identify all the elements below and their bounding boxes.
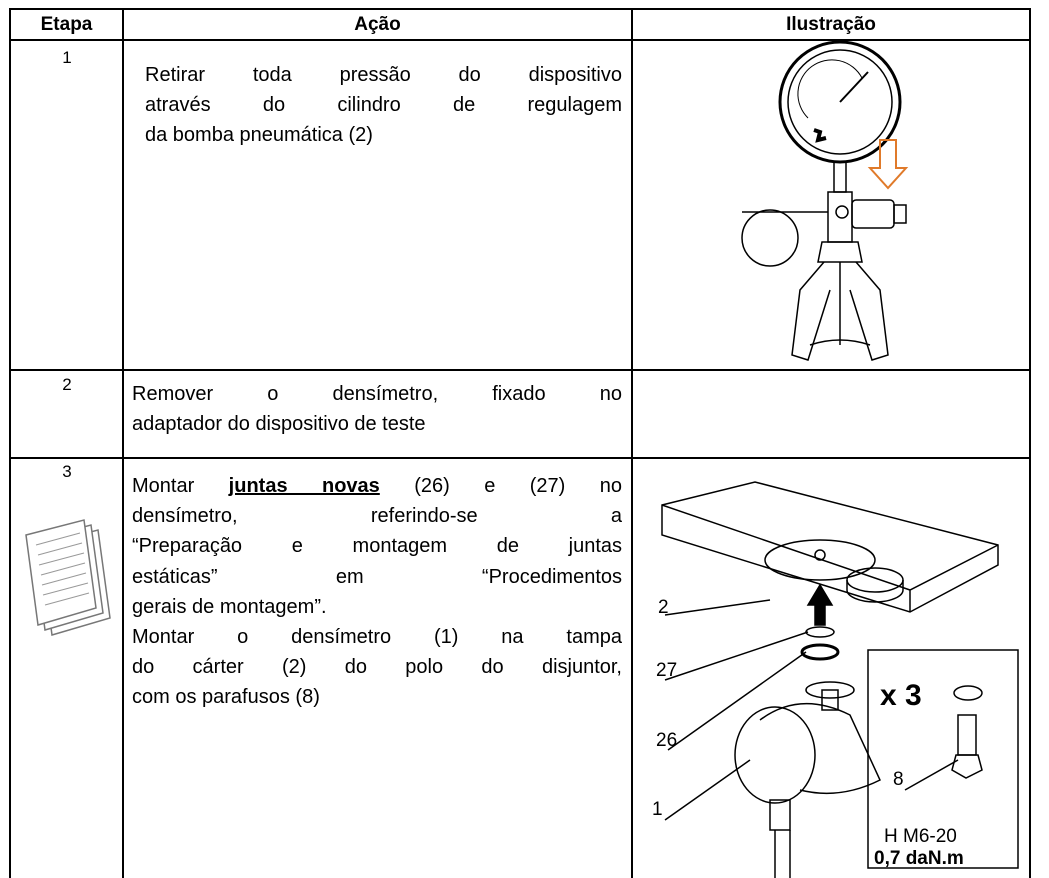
border bbox=[9, 8, 11, 878]
header: Ilustração bbox=[786, 14, 876, 35]
box-label: H M6-20 bbox=[884, 826, 957, 847]
text: Montar bbox=[132, 475, 229, 497]
text-line: através do cilindro de regulagem bbox=[145, 94, 622, 116]
border bbox=[631, 8, 633, 878]
header: Etapa bbox=[40, 14, 93, 35]
border bbox=[9, 39, 1031, 41]
border bbox=[9, 8, 1031, 10]
box-label: 0,7 daN.m bbox=[874, 848, 964, 869]
border bbox=[122, 8, 124, 878]
text-line: Remover o densímetro, fixado no bbox=[132, 383, 622, 405]
step-number: 1 bbox=[62, 48, 72, 67]
border bbox=[9, 369, 1031, 371]
border bbox=[1029, 8, 1031, 878]
step-number: 3 bbox=[62, 462, 72, 481]
box-label: x 3 bbox=[880, 679, 922, 712]
densimeter-illustration bbox=[661, 481, 1019, 878]
pump-illustration bbox=[741, 40, 909, 361]
step-number: 2 bbox=[62, 375, 72, 394]
text-line: Retirar toda pressão do dispositivo bbox=[145, 64, 622, 86]
text-line: da bomba pneumática (2) bbox=[145, 124, 373, 146]
callout: 8 bbox=[893, 769, 904, 790]
text-line: com os parafusos (8) bbox=[132, 686, 320, 709]
callout: 2 bbox=[658, 597, 669, 618]
text: (26) e (27) no bbox=[379, 475, 622, 497]
text-line: densímetro, referindo-se a bbox=[132, 505, 622, 528]
callout: 1 bbox=[652, 799, 663, 820]
header: Ação bbox=[354, 14, 401, 35]
callout: 26 bbox=[656, 730, 677, 751]
text-line: do cárter (2) do polo do disjuntor, bbox=[132, 656, 622, 679]
emphasis: juntas novas bbox=[228, 475, 380, 497]
text-line: estáticas” em “Procedimentos bbox=[132, 565, 622, 588]
document-icon bbox=[25, 519, 111, 636]
text-line: gerais de montagem”. bbox=[132, 595, 327, 618]
text-line: “Preparação e montagem de juntas bbox=[132, 535, 622, 558]
callout: 27 bbox=[656, 660, 677, 681]
text-line: adaptador do dispositivo de teste bbox=[132, 413, 426, 435]
text-line: Montar o densímetro (1) na tampa bbox=[132, 626, 622, 648]
border bbox=[9, 457, 1031, 459]
text-line: Montar juntas novas (26) e (27) no bbox=[132, 474, 622, 498]
